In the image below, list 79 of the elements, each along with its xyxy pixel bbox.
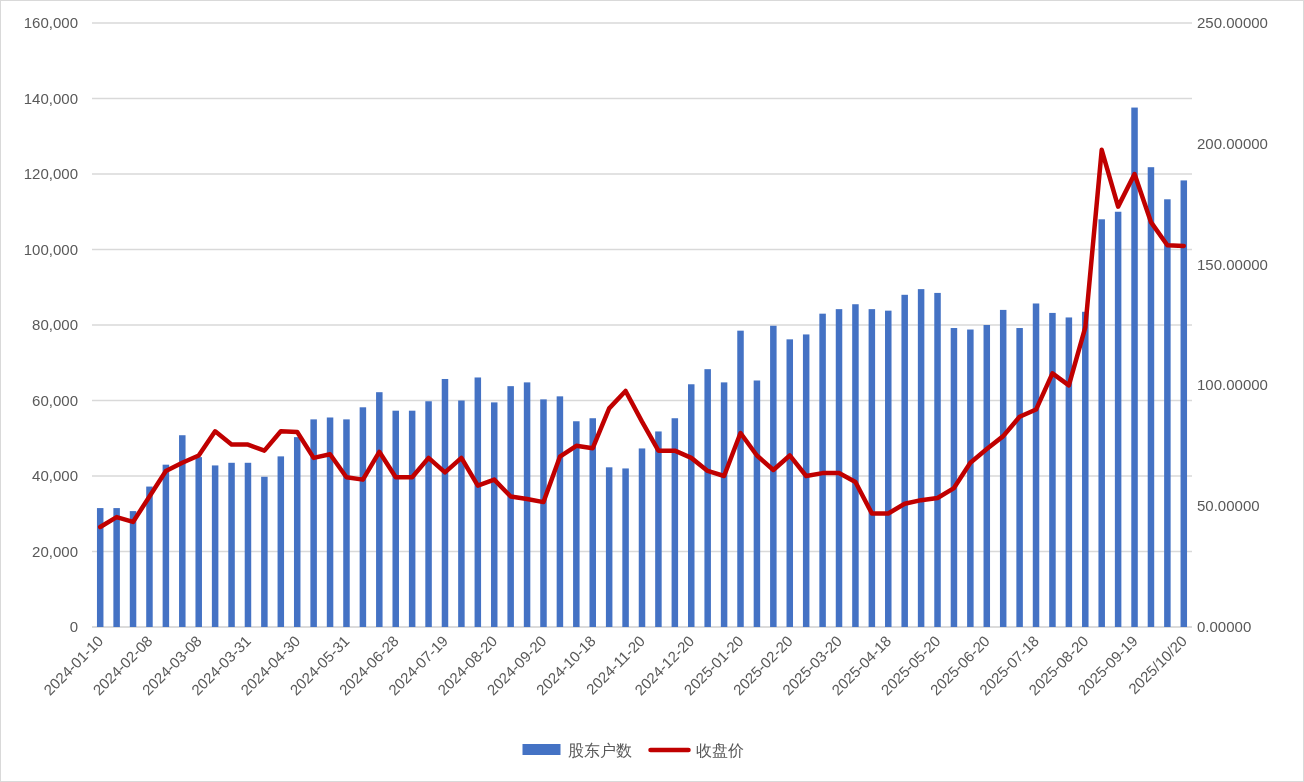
bar (934, 292, 941, 627)
bar (1082, 311, 1089, 627)
bar (999, 309, 1007, 627)
bar (655, 431, 662, 627)
bar (179, 435, 186, 627)
bar (753, 380, 761, 627)
bar (704, 369, 711, 627)
bar (244, 462, 252, 627)
y-tick-label: 120,000 (23, 165, 78, 182)
bar (1049, 312, 1056, 627)
bar (868, 309, 876, 627)
bar (786, 339, 794, 627)
bar (1098, 219, 1105, 627)
bar (1147, 167, 1155, 627)
y-tick-label: 60,000 (32, 391, 78, 409)
bar (277, 456, 285, 627)
bar (671, 418, 679, 627)
legend-label: 收盘价 (695, 742, 744, 759)
bar (1114, 211, 1122, 627)
y-tick-label: 160,000 (23, 14, 78, 31)
bar (852, 304, 859, 627)
y2-tick-label: 150.00000 (1197, 255, 1268, 273)
bar (392, 410, 399, 627)
bar (146, 486, 153, 627)
bar (1180, 180, 1188, 627)
bar (770, 325, 777, 627)
line-series (97, 147, 1187, 530)
y2-tick-label: 100.00000 (1197, 376, 1268, 394)
y-tick-label: 100,000 (23, 240, 78, 258)
bar (1131, 107, 1138, 627)
bar (343, 419, 350, 627)
bar (835, 309, 843, 627)
bar (113, 508, 120, 627)
bar (441, 378, 449, 627)
y2-tick-label: 50.00000 (1197, 497, 1260, 515)
bar (211, 465, 219, 627)
bar (261, 476, 268, 627)
bar (917, 289, 925, 627)
bar (1032, 303, 1040, 627)
bar (901, 294, 908, 627)
bar (96, 508, 104, 627)
bar (490, 402, 498, 627)
bar (474, 377, 482, 627)
bar (885, 310, 892, 627)
bar (507, 386, 514, 627)
bar (310, 419, 317, 627)
y-tick-label: 40,000 (32, 467, 78, 484)
y2-tick-label: 200.00000 (1197, 134, 1268, 152)
bar (228, 462, 235, 627)
bar (688, 384, 695, 627)
bar (376, 392, 383, 627)
legend-label: 股东户数 (567, 742, 632, 759)
bar (326, 417, 334, 627)
y2-tick-label: 250.00000 (1197, 14, 1268, 31)
bar (737, 330, 744, 627)
bar (605, 467, 613, 627)
bar (589, 418, 596, 627)
bar (819, 313, 826, 627)
bar (408, 410, 416, 627)
bar (1164, 199, 1171, 627)
y-tick-label: 80,000 (32, 316, 78, 333)
bar (983, 325, 991, 627)
bar (523, 382, 531, 627)
y-tick-label: 0 (69, 618, 78, 635)
y2-tick-label: 0.00000 (1197, 618, 1252, 635)
bar (967, 329, 974, 627)
y-tick-label: 20,000 (32, 542, 78, 560)
bar (638, 448, 646, 627)
bar (540, 399, 547, 627)
bar (622, 468, 629, 627)
y-tick-label: 140,000 (23, 89, 78, 107)
bar (950, 328, 958, 627)
bar (293, 437, 301, 627)
bar (1016, 328, 1023, 627)
bar (802, 334, 810, 627)
bar (195, 457, 202, 627)
bar (425, 401, 432, 627)
bar (573, 421, 580, 627)
bar (458, 400, 465, 627)
